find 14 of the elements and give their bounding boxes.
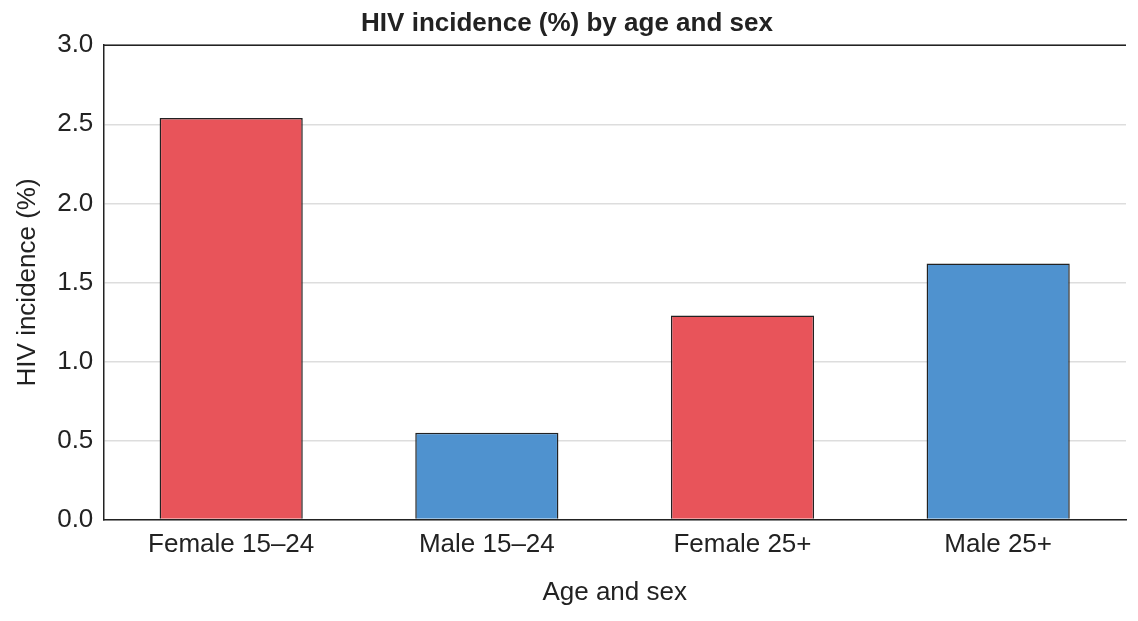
x-tick-label: Male 25+	[944, 528, 1053, 559]
chart-title: HIV incidence (%) by age and sex	[361, 6, 774, 37]
y-tick-label: 3.0	[57, 28, 94, 59]
y-tick-label: 0.5	[57, 423, 94, 454]
y-axis-title: HIV incidence (%)	[10, 178, 41, 387]
x-tick-label: Female 15–24	[148, 528, 315, 559]
y-tick-label: 1.5	[57, 265, 94, 296]
x-axis-title: Age and sex	[542, 575, 687, 606]
y-tick-label: 1.0	[57, 344, 94, 375]
y-tick-label: 2.0	[57, 186, 94, 217]
x-tick-label: Female 25+	[673, 528, 812, 559]
x-tick-label: Male 15–24	[418, 528, 555, 559]
y-tick-label: 2.5	[57, 107, 94, 138]
y-tick-label: 0.0	[57, 502, 94, 533]
